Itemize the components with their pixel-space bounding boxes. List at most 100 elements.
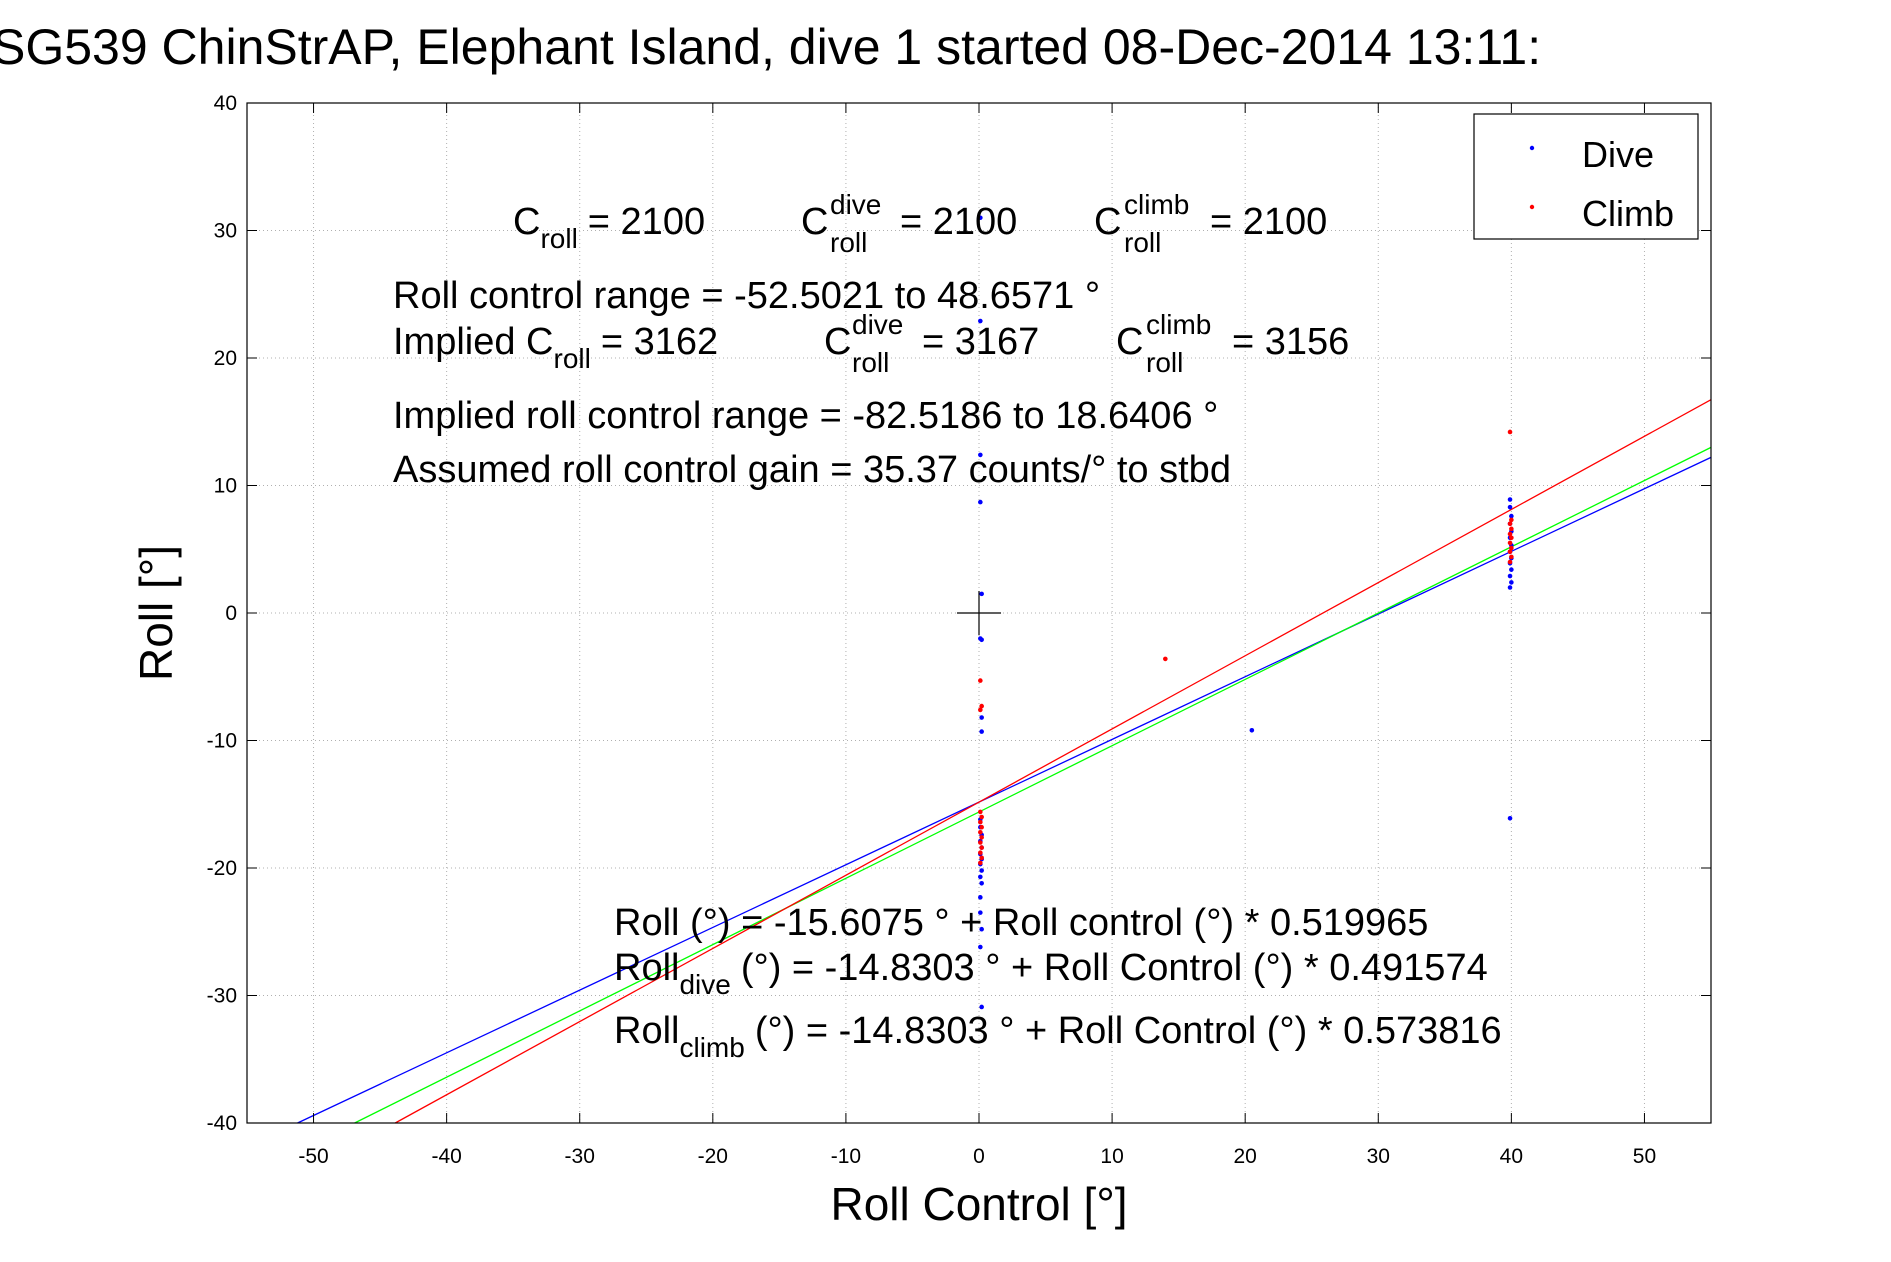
data-point-dive xyxy=(978,318,983,324)
data-point-dive xyxy=(978,895,983,900)
data-point-climb xyxy=(978,819,983,825)
data-point-dive xyxy=(978,499,983,505)
data-point-dive xyxy=(979,881,984,886)
c-roll-climb-sub: roll xyxy=(1124,227,1161,258)
x-axis-label: Roll Control [°] xyxy=(830,1178,1127,1230)
x-tick-label: -50 xyxy=(298,1145,328,1168)
data-point-climb xyxy=(978,830,983,835)
c-roll-dive-annotation: C xyxy=(801,201,828,243)
data-point-climb xyxy=(979,824,984,830)
x-tick-label: 30 xyxy=(1367,1145,1390,1168)
data-point-dive xyxy=(979,1004,984,1010)
implied-c-dive-annotation: C xyxy=(824,321,851,363)
axis-ticks: -50 -40 -30 -20 -10 0 10 20 30 40 50 -40 -30 -20 -10 0 1… xyxy=(207,92,1711,1168)
data-point-climb xyxy=(1163,656,1168,662)
data-point-dive xyxy=(978,944,983,950)
data-points xyxy=(978,215,1514,1010)
data-point-dive xyxy=(1509,567,1514,572)
x-tick-label: -40 xyxy=(431,1145,461,1168)
y-tick-label: 40 xyxy=(214,92,237,115)
data-point-climb xyxy=(978,860,983,866)
y-axis-label: Roll [°] xyxy=(130,545,182,681)
x-tick-label: 40 xyxy=(1500,1145,1523,1168)
legend-label-dive: Dive xyxy=(1582,134,1654,175)
c-roll-dive-value: = 2100 xyxy=(900,201,1017,243)
legend-marker-climb xyxy=(1529,204,1535,210)
y-tick-label: 30 xyxy=(214,220,237,243)
data-point-dive xyxy=(1507,585,1513,590)
legend-label-climb: Climb xyxy=(1582,193,1674,234)
data-point-dive xyxy=(1507,504,1513,510)
center-cross xyxy=(957,591,1001,635)
data-point-dive xyxy=(1509,580,1514,585)
fit-dive-annotation: Rolldive (°) = -14.8303 ° + Roll Control … xyxy=(614,947,1488,1000)
y-tick-label: 0 xyxy=(225,602,237,625)
implied-c-dive-sup: dive xyxy=(852,309,903,340)
legend-marker-dive xyxy=(1529,145,1535,151)
fit-lines xyxy=(297,399,1712,1124)
fit-line xyxy=(297,456,1712,1124)
implied-c-climb-sup: climb xyxy=(1146,309,1211,340)
data-point-climb xyxy=(978,850,983,855)
implied-c-climb-annotation: C xyxy=(1116,321,1143,363)
gain-annotation: Assumed roll control gain = 35.37 counts… xyxy=(393,449,1231,491)
data-point-dive xyxy=(979,926,984,932)
implied-c-climb-sub: roll xyxy=(1146,347,1183,378)
data-point-dive xyxy=(979,729,984,734)
data-point-climb xyxy=(1507,521,1513,527)
data-point-climb xyxy=(1509,554,1514,560)
data-point-climb xyxy=(1507,531,1513,537)
y-tick-label: -20 xyxy=(207,857,237,880)
data-point-climb xyxy=(1509,517,1514,523)
y-tick-label: 20 xyxy=(214,347,237,370)
data-point-climb xyxy=(979,814,984,820)
annotations: Croll = 2100 C dive roll = 2100 C climb r… xyxy=(393,189,1502,1063)
y-tick-label: -10 xyxy=(207,730,237,753)
chart-title: SG539 ChinStrAP, Elephant Island, dive 1… xyxy=(0,19,1541,75)
fit-all-annotation: Roll (°) = -15.6075 ° + Roll control (°)… xyxy=(614,902,1428,944)
x-tick-label: -30 xyxy=(565,1145,595,1168)
c-roll-annotation: Croll = 2100 xyxy=(513,201,705,254)
implied-c-dive-value: = 3167 xyxy=(922,321,1039,363)
data-point-dive xyxy=(1507,815,1513,821)
c-roll-climb-sup: climb xyxy=(1124,189,1189,220)
fit-climb-annotation: Rollclimb (°) = -14.8303 ° + Roll Control… xyxy=(614,1010,1502,1063)
data-point-dive xyxy=(1509,513,1514,519)
implied-c-dive-sub: roll xyxy=(852,347,889,378)
x-tick-label: 50 xyxy=(1633,1145,1656,1168)
legend-box xyxy=(1473,113,1699,240)
data-point-dive xyxy=(1507,573,1513,579)
data-point-dive xyxy=(978,874,983,880)
control-range-annotation: Roll control range = -52.5021 to 48.6571… xyxy=(393,275,1100,317)
fit-line xyxy=(394,399,1712,1124)
data-point-climb xyxy=(1509,526,1514,532)
legend: Dive Climb xyxy=(1473,113,1699,240)
data-point-dive xyxy=(979,715,984,720)
y-tick-label: -30 xyxy=(207,985,237,1008)
data-point-climb xyxy=(978,840,983,845)
data-point-climb xyxy=(1507,429,1513,435)
x-tick-label: 10 xyxy=(1100,1145,1123,1168)
data-point-climb xyxy=(979,835,984,840)
data-point-climb xyxy=(1509,545,1514,551)
x-tick-label: 0 xyxy=(973,1145,985,1168)
data-point-climb xyxy=(1507,549,1513,555)
x-tick-label: 20 xyxy=(1234,1145,1257,1168)
data-point-dive xyxy=(1507,497,1513,502)
data-point-dive xyxy=(979,637,984,643)
data-point-climb xyxy=(979,845,984,850)
x-tick-label: -20 xyxy=(698,1145,728,1168)
data-point-dive xyxy=(979,591,984,597)
fit-line xyxy=(354,446,1712,1124)
plot-frame xyxy=(246,102,1712,1124)
data-point-climb xyxy=(1507,540,1513,546)
data-point-climb xyxy=(1507,559,1513,565)
data-point-dive xyxy=(978,215,983,221)
c-roll-climb-annotation: C xyxy=(1094,201,1121,243)
c-roll-climb-value: = 2100 xyxy=(1210,201,1327,243)
x-tick-label: -10 xyxy=(831,1145,861,1168)
y-tick-label: -40 xyxy=(207,1112,237,1135)
data-point-climb xyxy=(979,703,984,709)
data-point-climb xyxy=(979,855,984,861)
